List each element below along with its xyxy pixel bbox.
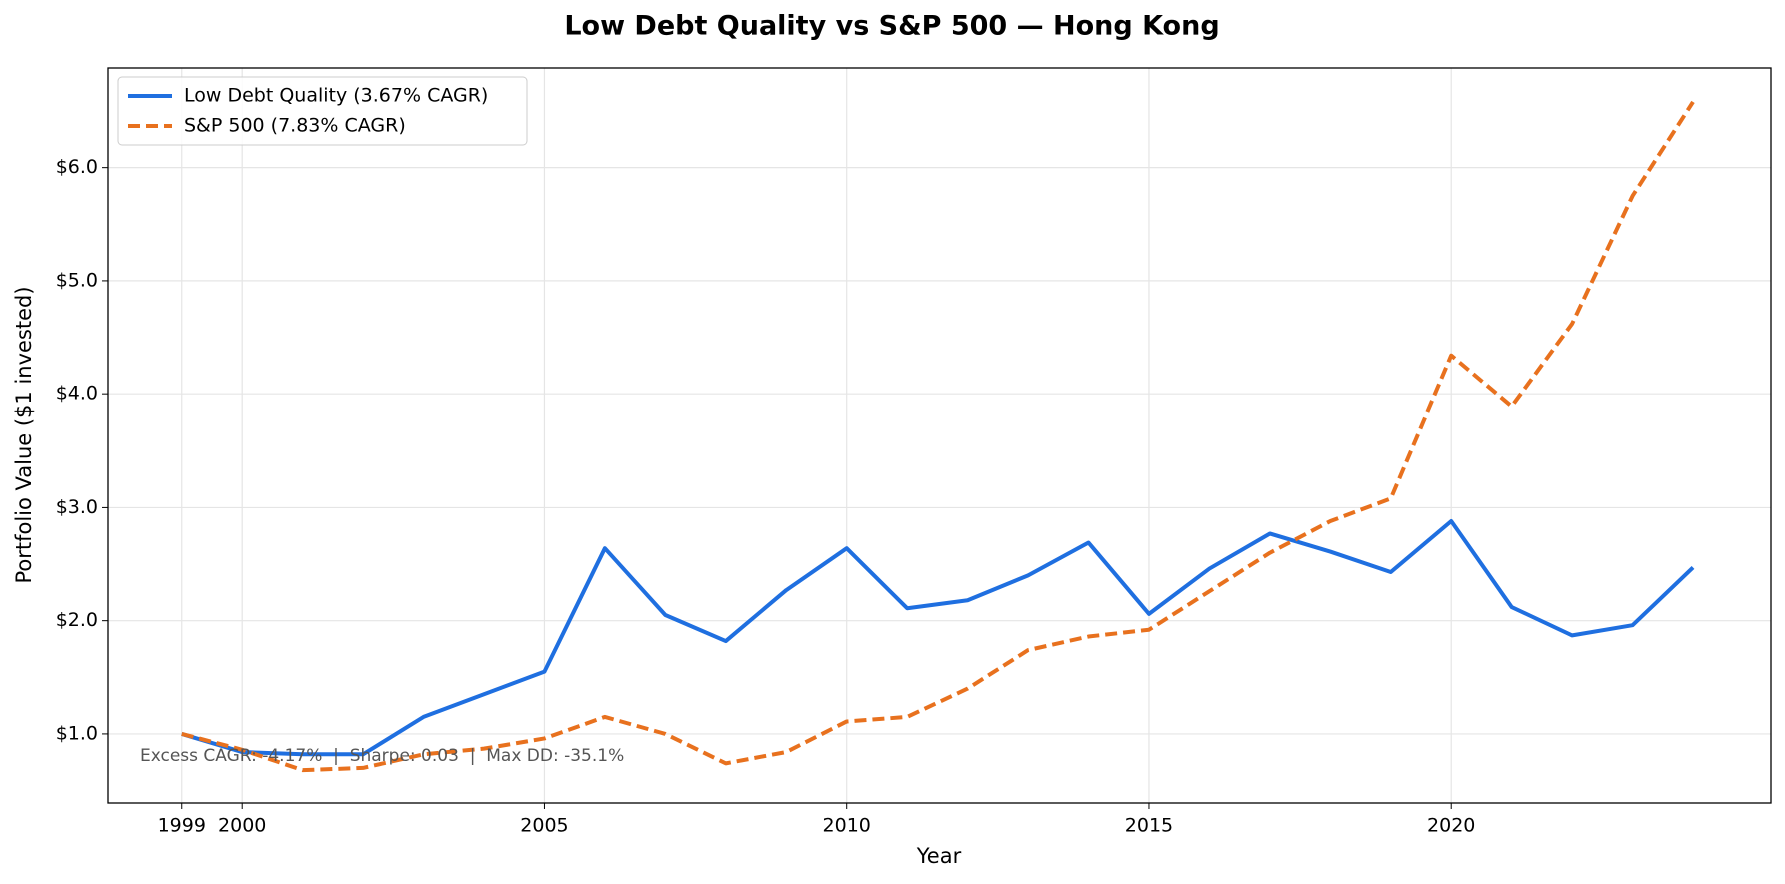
x-tick-label: 1999 — [158, 815, 206, 837]
chart-title: Low Debt Quality vs S&P 500 — Hong Kong — [564, 11, 1219, 42]
y-axis-label: Portfolio Value ($1 invested) — [12, 286, 36, 583]
x-tick-label: 2000 — [218, 815, 266, 837]
series-line — [181, 519, 1695, 757]
series-line — [181, 100, 1695, 773]
legend-box — [117, 76, 528, 146]
y-tick-label: $6.0 — [56, 156, 98, 178]
y-tick-label: $3.0 — [56, 496, 98, 518]
legend-label: Low Debt Quality (3.67% CAGR) — [184, 85, 488, 107]
x-tick-label: 2005 — [520, 815, 568, 837]
y-tick-label: $2.0 — [56, 609, 98, 631]
y-tick-label: $4.0 — [56, 383, 98, 405]
y-tick-label: $5.0 — [56, 269, 98, 291]
x-axis-label: Year — [916, 844, 962, 868]
annotation: Excess CAGR: -4.17% | Sharpe: 0.03 | Max… — [140, 746, 624, 766]
x-tick-label: 2010 — [823, 815, 871, 837]
plot-frame — [107, 67, 1772, 804]
y-tick-label: $1.0 — [56, 722, 98, 744]
legend-label: S&P 500 (7.83% CAGR) — [184, 115, 406, 137]
x-tick-label: 2015 — [1125, 815, 1173, 837]
x-tick-label: 2020 — [1427, 815, 1475, 837]
